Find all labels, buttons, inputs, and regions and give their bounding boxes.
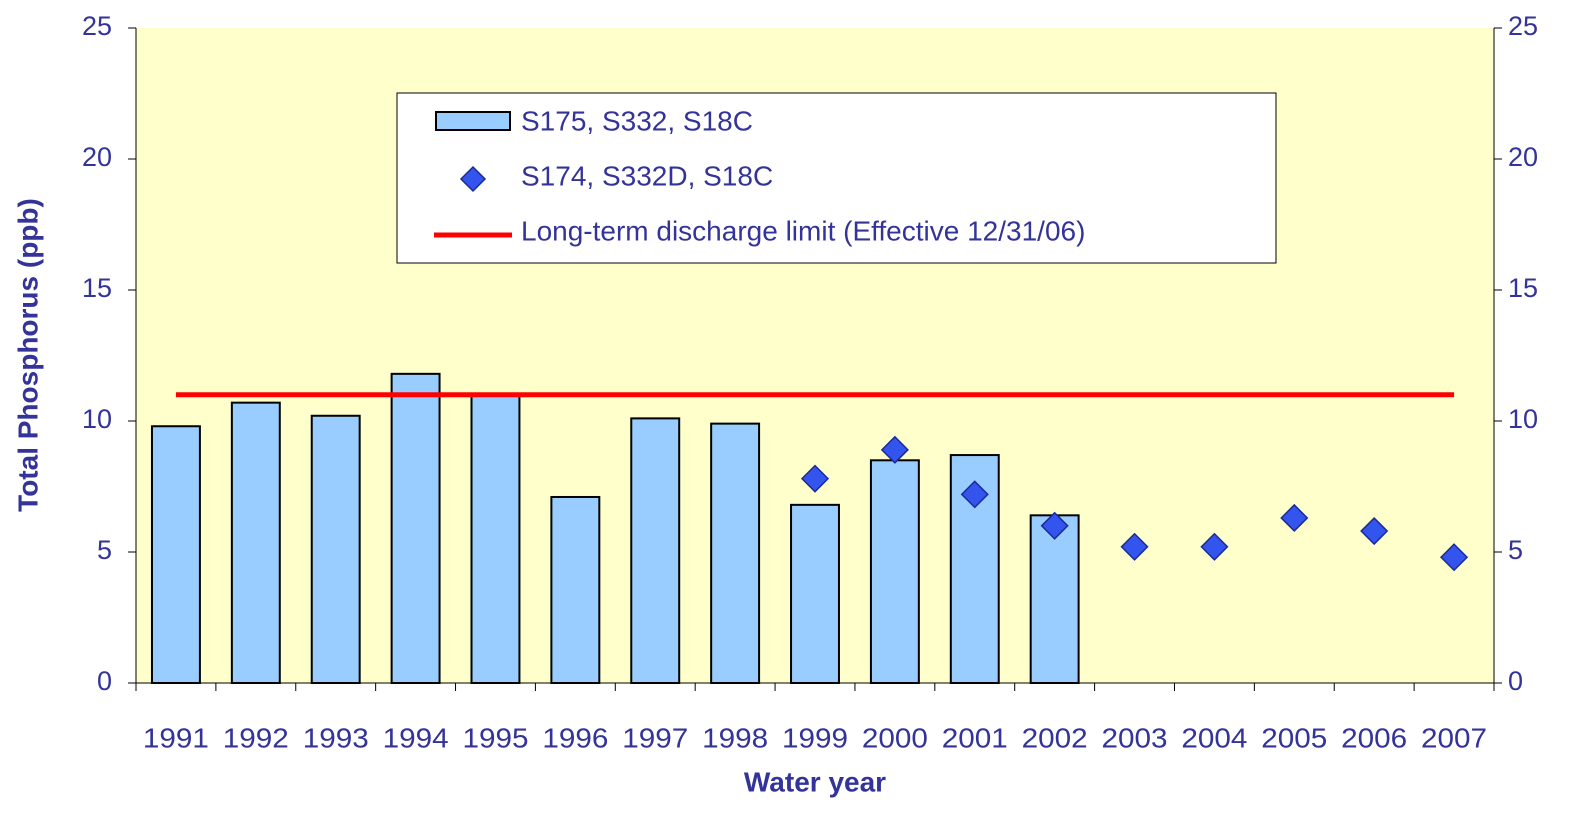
x-tick-label: 1991 (143, 722, 209, 753)
bar (710, 422, 761, 684)
x-tick-label: 1995 (462, 722, 528, 753)
x-tick-label: 1993 (303, 722, 369, 753)
x-tick-label: 1999 (782, 722, 848, 753)
x-tick-label: 2005 (1261, 722, 1327, 753)
scatter-point (1120, 532, 1149, 561)
y2-tick-label: 15 (1508, 273, 1538, 303)
x-axis-title: Water year (744, 766, 886, 797)
y-tick-label: 10 (82, 404, 112, 434)
x-tick-label: 2001 (942, 722, 1008, 753)
bar (790, 503, 840, 684)
bar (310, 414, 361, 684)
x-tick-label: 2004 (1181, 722, 1247, 753)
bar (470, 393, 521, 684)
x-tick-label: 1996 (542, 722, 608, 753)
y2-tick-label: 25 (1508, 11, 1538, 41)
scatter-point (880, 435, 909, 464)
x-tick-label: 2006 (1341, 722, 1407, 753)
scatter-point (1280, 503, 1309, 533)
scatter-point (800, 464, 830, 493)
legend-label: S175, S332, S18C (521, 105, 753, 136)
scatter-point (1360, 516, 1389, 546)
x-tick-label: 1998 (702, 722, 768, 753)
y2-tick-label: 20 (1508, 142, 1538, 172)
x-tick-label: 2000 (862, 722, 928, 753)
x-tick-label: 1994 (383, 722, 449, 753)
bar (630, 417, 681, 684)
x-tick-label: 2003 (1102, 722, 1168, 753)
scatter-point (1040, 511, 1069, 540)
y-axis-title: Total Phosphorus (ppb) (12, 198, 43, 512)
bar (230, 401, 281, 684)
bar (390, 372, 441, 684)
legend-swatch (435, 111, 511, 131)
legend-label: Long-term discharge limit (Effective 12/… (521, 215, 1085, 246)
scatter-point (1439, 543, 1469, 572)
bar (1029, 514, 1080, 684)
x-tick-label: 2007 (1421, 722, 1487, 753)
y-tick-label: 5 (97, 535, 112, 565)
legend-label: S174, S332D, S18C (521, 160, 773, 191)
x-tick-label: 1997 (622, 722, 688, 753)
x-tick-label: 2002 (1022, 722, 1088, 753)
y-tick-label: 0 (97, 666, 112, 696)
y2-tick-label: 0 (1508, 666, 1523, 696)
y2-tick-label: 5 (1508, 535, 1523, 565)
legend-box (396, 92, 1277, 264)
legend-swatch (459, 165, 487, 193)
y-tick-label: 25 (82, 11, 112, 41)
y2-tick-label: 10 (1508, 404, 1538, 434)
bar (150, 425, 201, 684)
scatter-point (960, 480, 989, 509)
legend: S175, S332, S18C S174, S332D, S18C Long-te… (396, 92, 1277, 264)
bar (550, 495, 601, 685)
scatter-point (1200, 532, 1229, 561)
bar (869, 459, 920, 684)
x-tick-label: 1992 (223, 722, 289, 753)
y-tick-label: 15 (82, 273, 112, 303)
y-tick-label: 20 (82, 142, 112, 172)
